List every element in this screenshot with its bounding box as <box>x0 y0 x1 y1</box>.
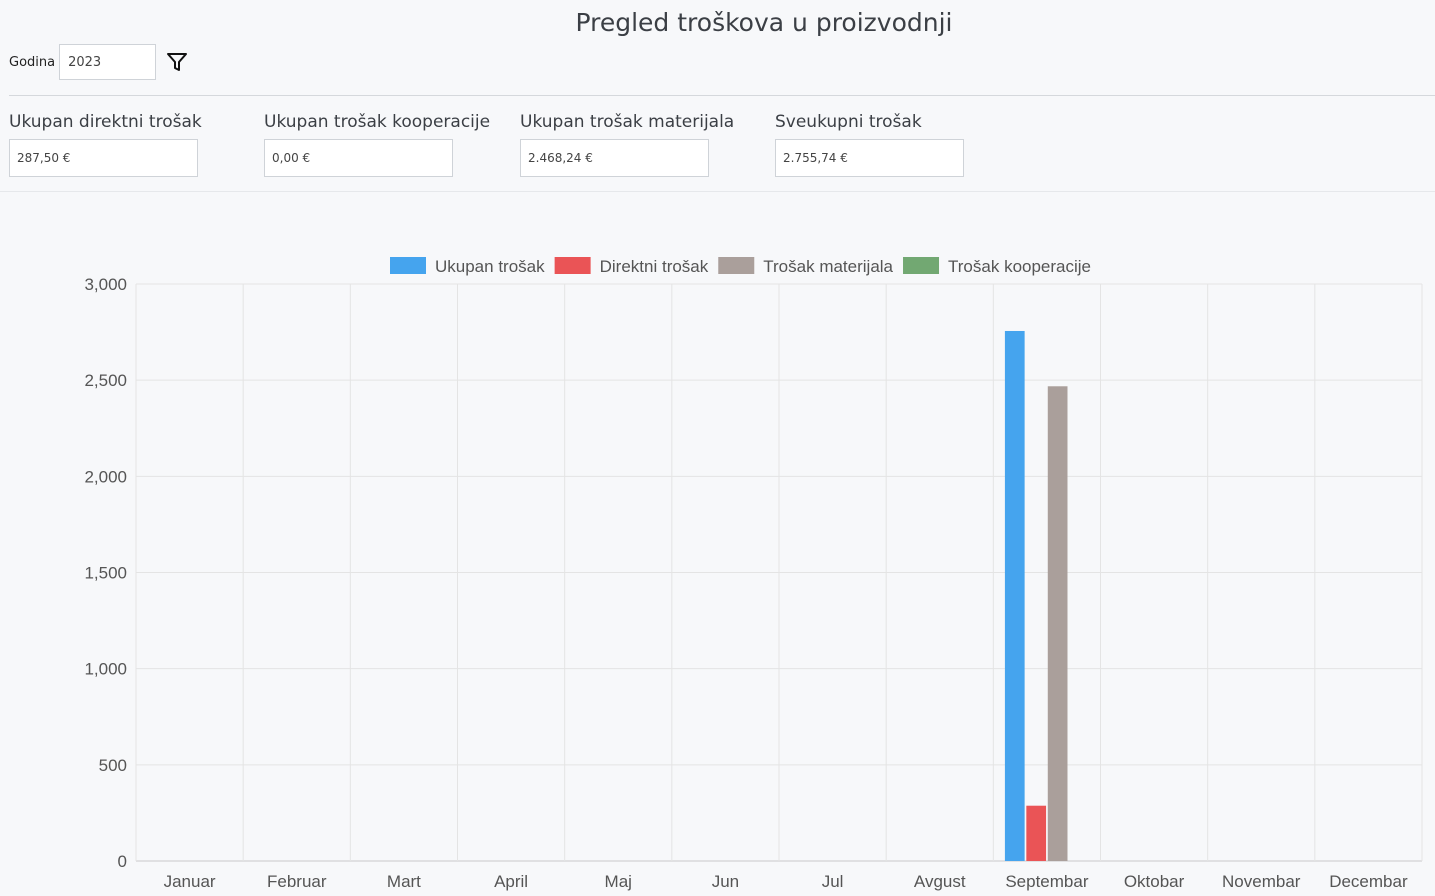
x-tick-label: Maj <box>605 872 632 891</box>
legend-label: Trošak kooperacije <box>948 257 1091 276</box>
x-tick-label: Septembar <box>1005 872 1088 891</box>
kpi-cooperation-cost: Ukupan trošak kooperacije <box>264 112 490 177</box>
year-label: Godina <box>9 54 56 70</box>
filter-icon[interactable] <box>166 51 188 73</box>
year-input[interactable] <box>59 44 157 80</box>
y-tick-label: 2,000 <box>84 467 127 486</box>
kpi-cooperation-cost-field[interactable] <box>264 139 453 177</box>
kpi-direct-cost-field[interactable] <box>9 139 198 177</box>
bar <box>1047 386 1068 861</box>
legend-label: Direktni trošak <box>600 257 709 276</box>
x-tick-label: Jul <box>822 872 844 891</box>
kpi-label: Ukupan trošak materijala <box>520 112 735 132</box>
kpi-material-cost-field[interactable] <box>520 139 709 177</box>
y-tick-label: 2,500 <box>84 371 127 390</box>
legend-swatch <box>390 257 426 274</box>
legend-label: Trošak materijala <box>763 257 893 276</box>
bar <box>1026 805 1047 861</box>
legend-label: Ukupan trošak <box>435 257 545 276</box>
kpi-total-cost: Sveukupni trošak <box>775 112 964 177</box>
x-tick-label: Oktobar <box>1124 872 1185 891</box>
x-tick-label: Januar <box>164 872 216 891</box>
kpi-total-cost-field[interactable] <box>775 139 964 177</box>
kpi-direct-cost: Ukupan direktni trošak <box>9 112 202 177</box>
legend-swatch <box>903 257 940 274</box>
legend-swatch <box>718 257 755 274</box>
divider <box>0 191 1435 192</box>
kpi-label: Ukupan direktni trošak <box>9 112 202 132</box>
kpi-label: Ukupan trošak kooperacije <box>264 112 491 132</box>
y-tick-label: 1,500 <box>84 564 127 583</box>
x-tick-label: Decembar <box>1329 872 1408 891</box>
page-title: Pregled troškova u proizvodnji <box>575 8 953 37</box>
x-tick-label: Novembar <box>1222 872 1301 891</box>
y-tick-label: 0 <box>118 852 127 871</box>
x-tick-label: April <box>494 872 528 891</box>
x-tick-label: Avgust <box>914 872 966 891</box>
x-tick-label: Mart <box>387 872 421 891</box>
x-tick-label: Jun <box>712 872 739 891</box>
y-tick-label: 500 <box>99 756 127 775</box>
y-tick-label: 3,000 <box>84 275 127 294</box>
year-filter: Godina <box>9 43 188 81</box>
divider <box>9 95 1435 96</box>
y-tick-label: 1,000 <box>84 660 127 679</box>
bar <box>1004 330 1025 861</box>
x-tick-label: Februar <box>267 872 327 891</box>
legend-swatch <box>554 257 591 274</box>
kpi-label: Sveukupni trošak <box>775 112 922 132</box>
kpi-material-cost: Ukupan trošak materijala <box>520 112 734 177</box>
